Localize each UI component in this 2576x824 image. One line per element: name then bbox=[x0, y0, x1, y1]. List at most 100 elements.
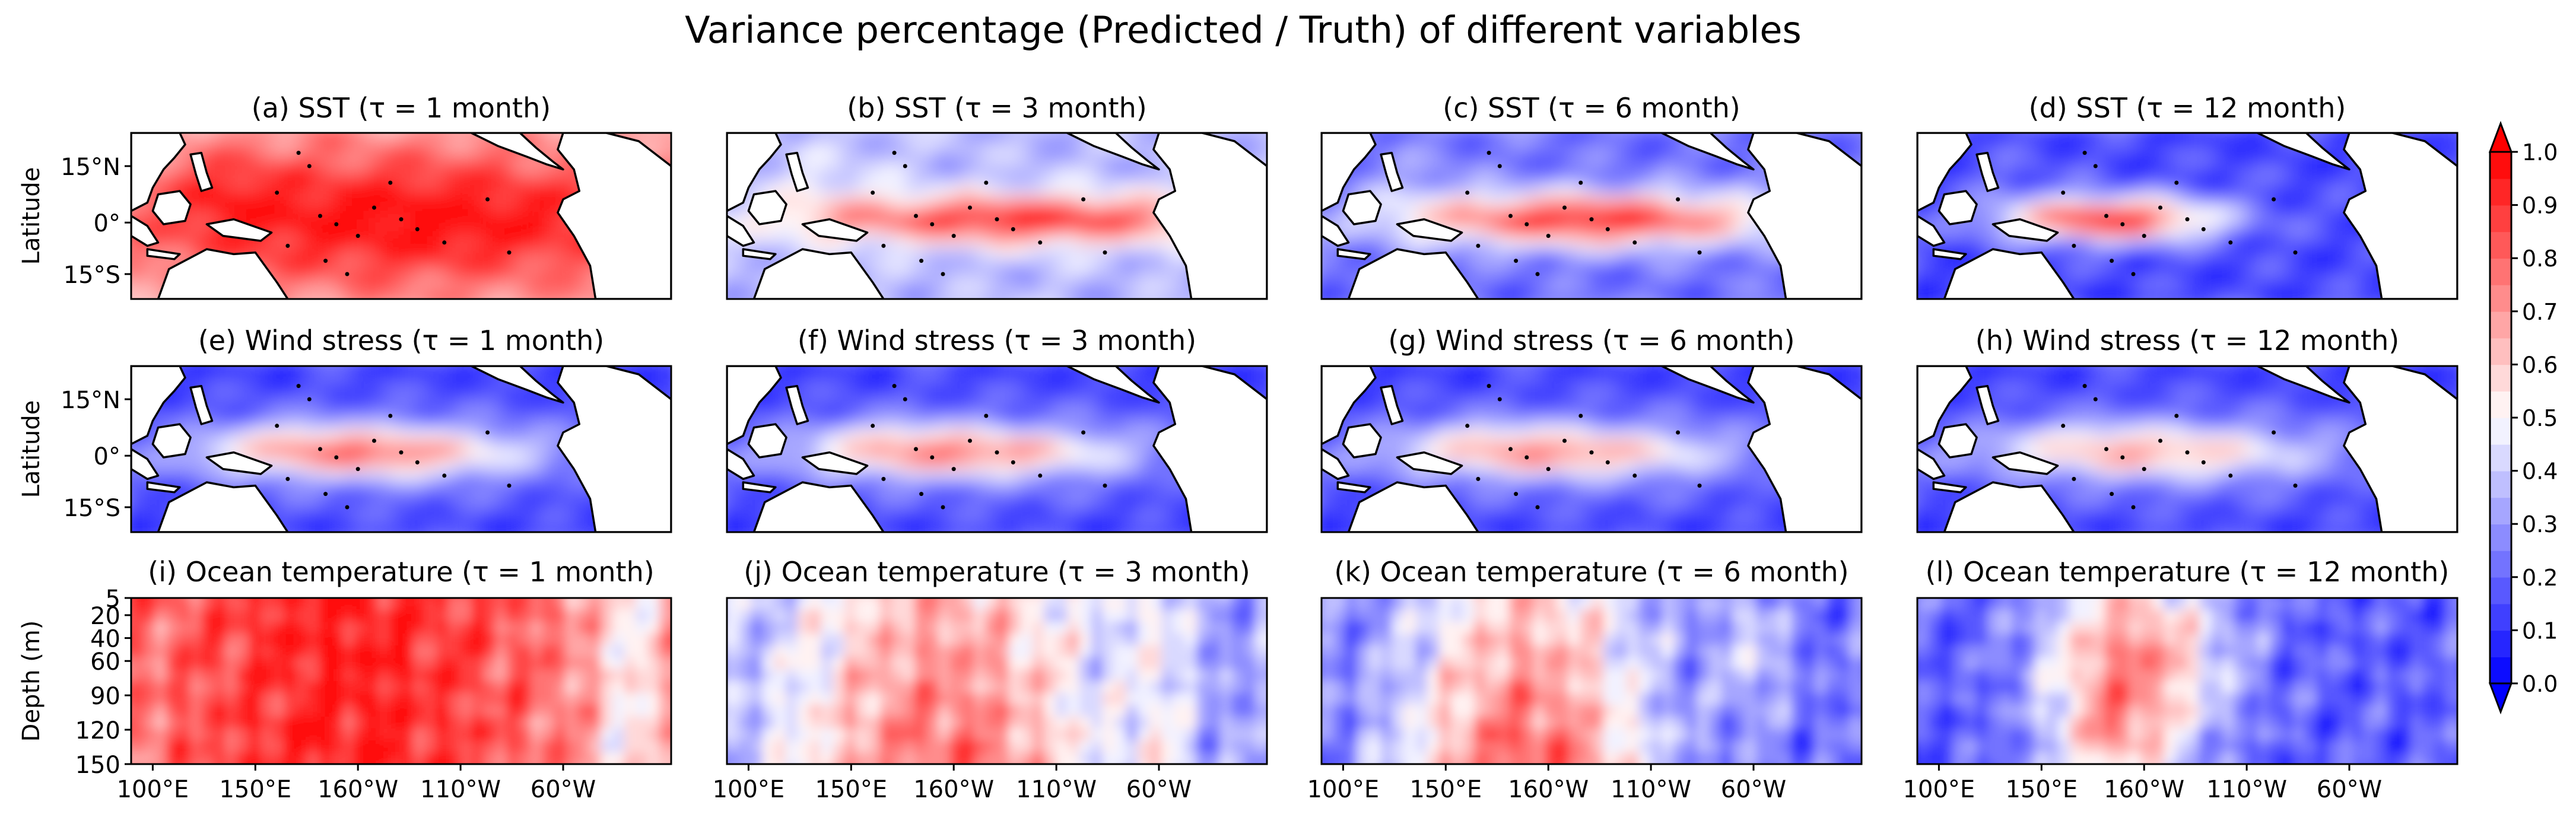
heatmap-cell bbox=[821, 185, 833, 196]
heatmap-cell bbox=[319, 511, 332, 523]
heatmap-cell bbox=[307, 123, 320, 134]
heatmap-cell bbox=[166, 227, 179, 238]
heatmap-cell bbox=[272, 206, 284, 217]
heatmap-cell bbox=[214, 532, 226, 543]
heatmap-cell bbox=[879, 408, 892, 419]
heatmap-cell bbox=[1032, 418, 1044, 430]
heatmap-cell bbox=[331, 439, 343, 450]
heatmap-cell bbox=[2211, 257, 2224, 269]
heatmap-cell bbox=[903, 185, 916, 196]
heatmap-cell bbox=[833, 397, 845, 409]
heatmap-cell bbox=[636, 532, 649, 543]
heatmap-cell bbox=[1208, 123, 1221, 134]
heatmap-cell bbox=[377, 278, 390, 289]
heatmap-cell bbox=[1032, 123, 1044, 134]
y-tick-label: 15°N bbox=[61, 154, 120, 181]
heatmap-cell bbox=[1674, 257, 1686, 269]
heatmap-cell bbox=[2457, 278, 2470, 289]
heatmap-cell bbox=[774, 397, 786, 409]
heatmap-cell bbox=[962, 247, 974, 259]
heatmap-cell bbox=[1905, 278, 1918, 289]
heatmap-cell bbox=[448, 227, 460, 238]
heatmap-cell bbox=[891, 439, 904, 450]
heatmap-cell bbox=[284, 268, 296, 279]
island bbox=[345, 272, 350, 276]
heatmap-cell bbox=[739, 289, 751, 300]
heatmap-cell bbox=[903, 133, 916, 144]
heatmap-cell bbox=[2058, 299, 2070, 310]
heatmap-cell bbox=[542, 408, 554, 419]
heatmap-cell bbox=[1451, 154, 1463, 165]
heatmap-cell bbox=[131, 356, 144, 367]
heatmap-cell bbox=[997, 366, 1009, 377]
heatmap-cell bbox=[284, 257, 296, 269]
heatmap-cell bbox=[2175, 123, 2188, 134]
heatmap-cell bbox=[1815, 123, 1827, 134]
heatmap-cell bbox=[1474, 268, 1486, 279]
heatmap-cell bbox=[2234, 206, 2247, 217]
heatmap-cell bbox=[624, 356, 637, 367]
heatmap-cell bbox=[671, 408, 684, 419]
heatmap-cell bbox=[319, 123, 332, 134]
heatmap-cell bbox=[985, 227, 998, 238]
heatmap-cell bbox=[284, 247, 296, 259]
heatmap-cell bbox=[413, 460, 425, 471]
heatmap-cell bbox=[354, 174, 367, 186]
heatmap-cell bbox=[1803, 123, 1815, 134]
heatmap-cell bbox=[2082, 247, 2094, 259]
heatmap-cell bbox=[868, 247, 880, 259]
heatmap-cell bbox=[809, 154, 822, 165]
heatmap-cell bbox=[2082, 133, 2094, 144]
heatmap-cell bbox=[962, 428, 974, 440]
heatmap-cell bbox=[868, 216, 880, 227]
heatmap-cell bbox=[531, 195, 543, 206]
heatmap-cell bbox=[1368, 123, 1381, 134]
heatmap-cell bbox=[225, 428, 237, 440]
heatmap-cell bbox=[413, 237, 425, 248]
heatmap-cell bbox=[448, 268, 460, 279]
heatmap-cell bbox=[926, 522, 939, 533]
heatmap-cell bbox=[844, 532, 857, 543]
heatmap-cell bbox=[131, 522, 144, 533]
heatmap-cell bbox=[1685, 299, 1698, 310]
island bbox=[334, 222, 338, 227]
island bbox=[2061, 190, 2065, 195]
heatmap-cell bbox=[1310, 144, 1322, 155]
heatmap-cell bbox=[1557, 154, 1569, 165]
heatmap-cell bbox=[436, 491, 449, 502]
heatmap-cell bbox=[237, 195, 249, 206]
heatmap-cell bbox=[507, 206, 519, 217]
heatmap-cell bbox=[659, 123, 672, 134]
heatmap-cell bbox=[225, 377, 237, 388]
island bbox=[323, 492, 328, 496]
heatmap-cell bbox=[296, 237, 308, 248]
heatmap-cell bbox=[1709, 195, 1721, 206]
island bbox=[2104, 214, 2108, 218]
heatmap-cell bbox=[997, 278, 1009, 289]
heatmap-cell bbox=[1021, 185, 1033, 196]
heatmap-cell bbox=[1917, 289, 1930, 300]
heatmap-cell bbox=[798, 195, 810, 206]
heatmap-cell bbox=[833, 164, 845, 176]
heatmap-cell bbox=[155, 460, 167, 471]
heatmap-cell bbox=[354, 377, 367, 388]
heatmap-cell bbox=[1592, 237, 1604, 248]
heatmap-cell bbox=[1721, 289, 1733, 300]
heatmap-cell bbox=[1638, 289, 1651, 300]
heatmap-cell bbox=[460, 491, 472, 502]
island bbox=[1476, 244, 1480, 248]
heatmap-cell bbox=[1592, 185, 1604, 196]
heatmap-cell bbox=[1044, 133, 1056, 144]
heatmap-cell bbox=[531, 299, 543, 310]
heatmap-cell bbox=[809, 164, 822, 176]
heatmap-cell bbox=[1310, 278, 1322, 289]
heatmap-cell bbox=[1056, 216, 1068, 227]
heatmap-cell bbox=[1220, 123, 1233, 134]
heatmap-cell bbox=[214, 185, 226, 196]
heatmap-cell bbox=[973, 522, 986, 533]
heatmap-cell bbox=[856, 387, 869, 398]
panel-sst-12: (d) SST (τ = 12 month) bbox=[1905, 92, 2470, 310]
heatmap-cell bbox=[856, 481, 869, 492]
heatmap-cell bbox=[786, 216, 798, 227]
heatmap-cell bbox=[425, 387, 437, 398]
